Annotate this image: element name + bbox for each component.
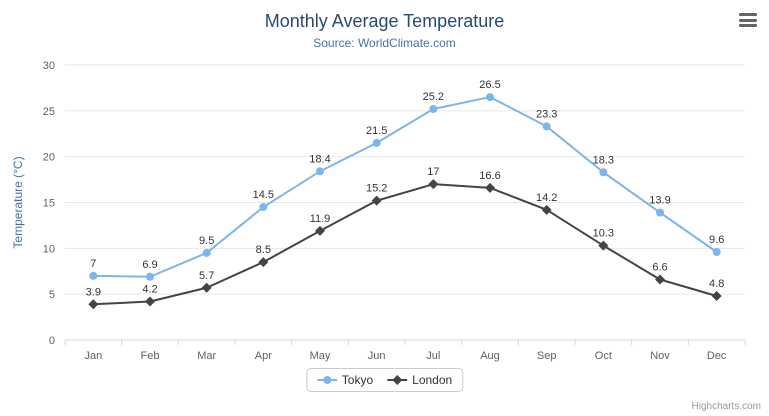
data-point-marker[interactable] <box>599 168 608 177</box>
y-axis-label: 25 <box>43 106 55 118</box>
data-label: 23.3 <box>536 108 557 120</box>
data-point-marker[interactable] <box>259 203 268 212</box>
data-point-marker[interactable] <box>372 138 381 147</box>
data-label: 13.9 <box>649 195 670 207</box>
data-label: 9.5 <box>199 235 214 247</box>
legend-item-london[interactable]: London <box>387 373 452 387</box>
data-label: 7 <box>90 258 96 270</box>
data-point-marker[interactable] <box>656 208 664 217</box>
data-label: 11.9 <box>310 213 331 225</box>
data-label: 6.9 <box>142 259 157 271</box>
data-label: 26.5 <box>479 79 500 91</box>
x-axis-label: Nov <box>650 350 670 362</box>
data-point-marker[interactable] <box>315 225 325 236</box>
data-point-marker[interactable] <box>88 299 99 310</box>
data-point-marker[interactable] <box>258 257 269 268</box>
data-point-marker[interactable] <box>145 296 155 307</box>
y-axis-label: 30 <box>43 60 55 72</box>
hamburger-bar <box>739 24 757 27</box>
data-label: 4.2 <box>142 284 157 296</box>
x-axis-label: Apr <box>255 350 272 362</box>
data-label: 14.5 <box>253 189 274 201</box>
data-point-marker[interactable] <box>486 93 494 102</box>
data-point-marker[interactable] <box>542 122 551 131</box>
y-axis-label: 10 <box>43 243 55 255</box>
hamburger-menu-icon[interactable] <box>739 13 757 27</box>
data-point-marker[interactable] <box>655 274 665 285</box>
data-point-marker[interactable] <box>428 179 439 190</box>
data-label: 8.5 <box>256 244 271 256</box>
y-axis-label: 5 <box>49 289 55 301</box>
data-label: 16.6 <box>479 170 500 182</box>
data-label: 18.3 <box>593 154 614 166</box>
data-point-marker[interactable] <box>371 195 382 206</box>
chart-subtitle: Source: WorldClimate.com <box>313 36 456 50</box>
y-axis-title: Temperature (°C) <box>11 156 25 248</box>
x-axis-label: Aug <box>480 350 500 362</box>
data-point-marker[interactable] <box>146 272 154 281</box>
x-axis-label: May <box>310 350 331 362</box>
data-label: 6.6 <box>652 262 667 274</box>
data-point-marker[interactable] <box>485 182 495 193</box>
highcharts-credit[interactable]: Highcharts.com <box>691 401 761 412</box>
data-label: 17 <box>427 166 439 178</box>
series-line-london <box>93 183 717 306</box>
data-label: 9.6 <box>709 234 724 246</box>
hamburger-bar <box>739 13 757 16</box>
y-axis-label: 0 <box>49 335 55 347</box>
data-point-marker[interactable] <box>598 240 609 251</box>
x-axis-label: Jun <box>368 350 386 362</box>
series-line-tokyo <box>93 96 718 278</box>
x-axis-label: Sep <box>537 350 557 362</box>
x-axis-label: Mar <box>197 350 216 362</box>
y-axis-label: 15 <box>43 198 55 210</box>
x-axis-label: Oct <box>595 350 612 362</box>
x-axis-label: Feb <box>141 350 160 362</box>
data-label: 21.5 <box>366 125 387 137</box>
data-label: 5.7 <box>199 270 214 282</box>
data-label: 14.2 <box>536 192 557 204</box>
data-point-marker[interactable] <box>429 105 438 113</box>
x-axis-label: Jan <box>84 350 102 362</box>
legend-item-label: London <box>412 373 453 387</box>
data-point-marker[interactable] <box>711 291 722 301</box>
legend-marker-icon <box>387 375 408 385</box>
data-point-marker[interactable] <box>201 282 212 293</box>
data-point-marker[interactable] <box>202 248 211 257</box>
data-label: 4.8 <box>709 278 724 290</box>
data-label: 18.4 <box>309 153 330 165</box>
data-label: 10.3 <box>593 228 614 240</box>
legend-item-label: Tokyo <box>341 373 374 387</box>
chart-title: Monthly Average Temperature <box>264 11 505 31</box>
legend-marker-icon <box>316 376 337 384</box>
data-point-marker[interactable] <box>712 248 721 256</box>
legend: Tokyo London <box>305 368 464 392</box>
legend-item-tokyo[interactable]: Tokyo <box>316 373 374 387</box>
data-label: 15.2 <box>366 183 387 195</box>
x-axis-label: Jul <box>426 350 440 362</box>
data-point-marker[interactable] <box>541 204 552 215</box>
hamburger-bar <box>739 18 757 22</box>
data-label: 3.9 <box>86 286 101 298</box>
y-axis-label: 20 <box>43 152 55 164</box>
data-point-marker[interactable] <box>316 167 324 176</box>
data-label: 25.2 <box>423 91 444 103</box>
x-axis-label: Dec <box>707 350 727 362</box>
data-point-marker[interactable] <box>89 271 98 280</box>
